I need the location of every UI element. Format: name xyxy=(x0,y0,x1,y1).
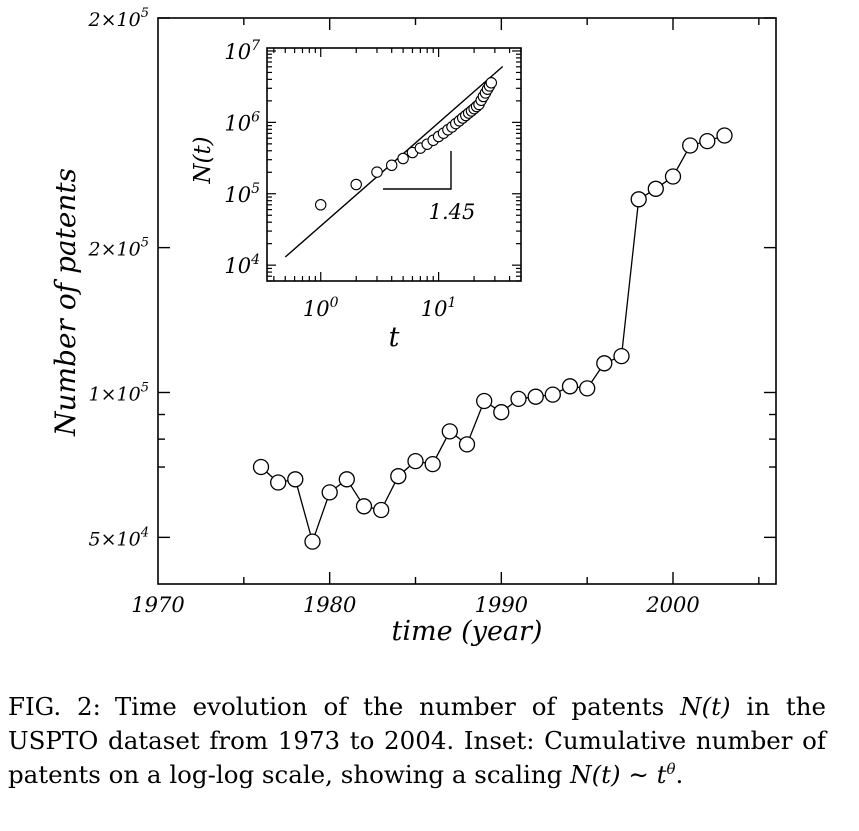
inset-series xyxy=(314,77,498,211)
inset-x-tick-label: 101 xyxy=(421,295,457,321)
slope-triangle xyxy=(383,151,452,190)
inset-tick-labels: 100 101 104 105 106 107 xyxy=(224,38,456,321)
main-data-point xyxy=(407,452,424,470)
main-data-point xyxy=(270,474,287,491)
y-tick-label: 1×105 xyxy=(89,380,149,405)
main-tick-labels: 1970 1980 1990 2000 5×104 1×105 2×105 2×105 xyxy=(88,6,700,617)
inset-y-tick-label: 107 xyxy=(224,38,260,64)
inset-data-point xyxy=(371,166,383,178)
main-data-point xyxy=(699,132,716,150)
inset-y-tick-label: 104 xyxy=(224,252,260,278)
y-tick-label: 2×105 xyxy=(88,236,149,261)
main-plot-frame xyxy=(157,17,777,585)
caption-text: Time evolution of the number of patents xyxy=(114,692,681,721)
x-tick-label: 1970 xyxy=(131,593,184,617)
y-tick-label: 5×104 xyxy=(89,525,149,550)
main-data-point xyxy=(664,168,682,185)
main-series xyxy=(252,127,733,550)
main-data-point xyxy=(647,180,664,197)
caption-math: N(t) xyxy=(570,760,621,789)
figure-caption: FIG. 2: Time evolution of the number of p… xyxy=(8,690,826,792)
inset-y-tick-label: 105 xyxy=(224,181,260,207)
main-data-point xyxy=(390,468,407,485)
caption-label: FIG. 2: xyxy=(8,692,101,721)
main-data-point xyxy=(544,386,561,403)
main-data-point xyxy=(373,501,390,519)
main-data-point xyxy=(355,498,373,515)
main-data-point xyxy=(252,458,270,476)
inset-tick-marks xyxy=(267,48,522,282)
inset-chart: 100 101 104 105 106 107 1.45 t N(t) xyxy=(190,38,522,353)
main-data-point xyxy=(561,378,579,395)
caption-math-exponent: θ xyxy=(666,759,676,778)
main-data-point xyxy=(579,380,596,397)
inset-data-point xyxy=(350,178,362,191)
main-data-point xyxy=(287,471,304,488)
y-tick-label: 2×105 xyxy=(88,6,149,31)
main-data-point xyxy=(476,392,493,410)
main-data-point xyxy=(596,355,613,372)
main-y-axis-label: Number of patents xyxy=(49,168,82,437)
main-data-point xyxy=(493,404,510,421)
main-series-line xyxy=(260,134,725,544)
main-data-point xyxy=(716,127,733,144)
inset-data-point xyxy=(314,199,327,211)
inset-y-tick-label: 106 xyxy=(224,109,260,135)
main-tick-marks xyxy=(158,17,776,584)
inset-data-point xyxy=(385,159,398,172)
main-data-point xyxy=(338,471,355,488)
slope-label: 1.45 xyxy=(429,200,476,224)
inset-x-tick-label: 100 xyxy=(303,295,339,321)
inset-data-point xyxy=(397,152,409,165)
main-x-axis-label: time (year) xyxy=(392,616,543,647)
inset-y-axis-label: N(t) xyxy=(190,136,216,184)
caption-text: in the USPTO dataset from 1973 to 2004. … xyxy=(8,692,826,789)
x-tick-label: 1980 xyxy=(303,593,356,617)
main-data-point xyxy=(424,455,441,473)
main-data-point xyxy=(510,390,527,408)
caption-math: N(t) xyxy=(680,692,731,721)
x-tick-label: 1990 xyxy=(475,593,528,617)
caption-text: . xyxy=(675,760,684,789)
x-tick-label: 2000 xyxy=(645,593,699,617)
main-data-point xyxy=(527,388,544,405)
main-data-point xyxy=(458,436,476,453)
main-data-point xyxy=(613,347,630,365)
main-chart: 1970 1980 1990 2000 5×104 1×105 2×105 2×105 tim… xyxy=(49,6,777,647)
main-data-point xyxy=(441,423,458,440)
main-data-point xyxy=(682,137,699,154)
patents-figure: 1970 1980 1990 2000 5×104 1×105 2×105 2×105 tim… xyxy=(49,6,777,647)
main-data-point xyxy=(304,533,321,550)
main-data-point xyxy=(630,191,647,208)
caption-math: t xyxy=(656,760,667,789)
main-data-point xyxy=(321,484,338,501)
inset-x-axis-label: t xyxy=(389,322,400,353)
inset-data-point xyxy=(485,77,498,89)
caption-text: ∼ xyxy=(620,760,657,789)
